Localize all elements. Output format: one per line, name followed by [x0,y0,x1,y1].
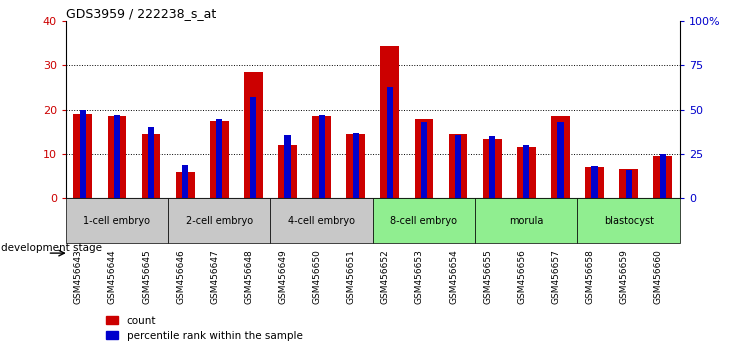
Text: GSM456648: GSM456648 [244,249,254,304]
Bar [449,134,467,198]
Bar [551,116,570,198]
Bar [659,154,666,198]
Bar [455,135,461,198]
Bar [250,97,257,198]
Bar [626,170,632,198]
Text: GSM456646: GSM456646 [176,249,185,304]
Text: 1-cell embryo: 1-cell embryo [83,216,151,225]
Bar [654,156,673,198]
Text: GSM456654: GSM456654 [449,249,458,304]
Bar [373,198,475,243]
Bar [557,122,564,198]
Bar [619,170,638,198]
Bar [114,115,120,198]
Bar [591,166,598,198]
Bar [66,198,168,243]
Text: GSM456660: GSM456660 [654,249,663,304]
Text: GSM456651: GSM456651 [346,249,356,304]
Legend: count, percentile rank within the sample: count, percentile rank within the sample [102,312,307,345]
Text: GSM456657: GSM456657 [551,249,561,304]
Text: 2-cell embryo: 2-cell embryo [186,216,253,225]
Bar [107,116,126,198]
Text: GSM456653: GSM456653 [415,249,424,304]
Text: GSM456645: GSM456645 [142,249,151,304]
Bar [142,134,161,198]
Bar [244,72,262,198]
Text: morula: morula [509,216,544,225]
Bar [380,46,399,198]
Bar [312,116,331,198]
Bar [475,198,577,243]
Bar [414,119,433,198]
Text: GSM456652: GSM456652 [381,249,390,304]
Bar [489,136,496,198]
Text: GSM456656: GSM456656 [518,249,526,304]
Bar [216,119,222,198]
Bar [278,145,297,198]
Text: GSM456649: GSM456649 [279,249,287,304]
Bar [175,172,194,198]
Bar [346,134,366,198]
Bar [577,198,680,243]
Text: GSM456659: GSM456659 [620,249,629,304]
Text: blastocyst: blastocyst [604,216,654,225]
Bar [210,121,229,198]
Bar [352,133,359,198]
Text: GDS3959 / 222238_s_at: GDS3959 / 222238_s_at [66,7,216,20]
Text: development stage: development stage [1,243,102,253]
Bar [421,122,427,198]
Bar [319,115,325,198]
Text: GSM456650: GSM456650 [313,249,322,304]
Bar [517,147,536,198]
Text: 8-cell embryo: 8-cell embryo [390,216,458,225]
Text: 4-cell embryo: 4-cell embryo [288,216,355,225]
Bar [148,127,154,198]
Bar [168,198,270,243]
Text: GSM456643: GSM456643 [74,249,83,304]
Text: GSM456658: GSM456658 [586,249,594,304]
Bar [482,138,501,198]
Bar [284,135,291,198]
Text: GSM456644: GSM456644 [108,249,117,304]
Bar [73,114,92,198]
Text: GSM456647: GSM456647 [211,249,219,304]
Bar [387,87,393,198]
Bar [585,167,604,198]
Bar [270,198,373,243]
Bar [182,165,189,198]
Bar [80,110,86,198]
Text: GSM456655: GSM456655 [483,249,492,304]
Bar [523,145,529,198]
